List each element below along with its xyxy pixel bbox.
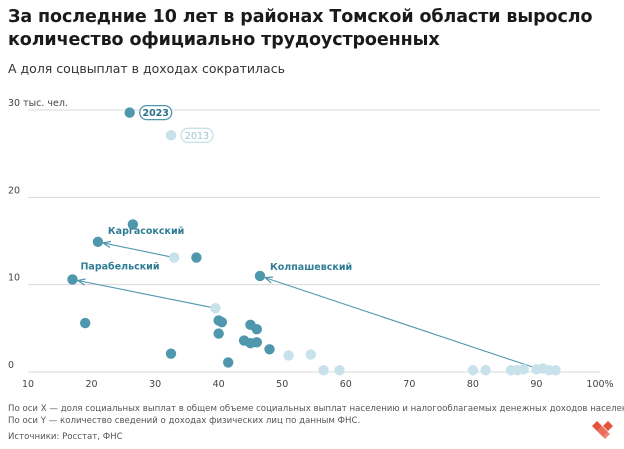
point-2013 — [518, 364, 529, 375]
x-tick-label: 50 — [276, 379, 288, 390]
point-labels: Каргасокский Парабельский Колпашевский — [80, 226, 352, 273]
change-arrow — [78, 281, 212, 308]
change-arrow — [104, 243, 171, 258]
axis-ticks: 0 10 20 30 тыс. чел. 10 20 30 40 50 60 70 80 90 100% — [8, 98, 614, 390]
x-tick-label: 10 — [22, 379, 34, 390]
point-2013 — [168, 252, 180, 263]
legend-item-2013: 2013 — [180, 127, 214, 143]
point-2023 — [67, 274, 78, 285]
point-2013 — [480, 365, 491, 376]
point-2023 — [165, 348, 177, 359]
y-axis-note: По оси Y — количество сведений о доходах… — [8, 416, 361, 426]
point-2013 — [305, 349, 317, 360]
y-tick-label: 20 — [8, 185, 20, 196]
point-2013 — [550, 365, 561, 376]
point-2023 — [92, 236, 104, 248]
district-label: Каргасокский — [108, 226, 184, 237]
change-arrow — [266, 278, 537, 369]
point-2023 — [127, 219, 139, 230]
x-axis-note: По оси X — доля социальных выплат в обще… — [8, 404, 624, 414]
y-tick-label: 30 тыс. чел. — [8, 98, 68, 109]
point-2023 — [223, 357, 234, 368]
sources-note: Источники: Росстат, ФНС — [8, 432, 123, 442]
district-label: Парабельский — [80, 261, 159, 272]
point-2023 — [213, 328, 224, 339]
point-2013 — [210, 303, 221, 314]
y-tick-label: 10 — [8, 273, 20, 284]
x-tick-label: 40 — [213, 379, 225, 390]
legend-label: 2013 — [185, 131, 209, 142]
legend-badge — [139, 104, 173, 121]
point-2013 — [283, 350, 294, 361]
change-arrows — [78, 243, 537, 369]
x-tick-label: 90 — [530, 379, 542, 390]
point-2013 — [318, 365, 329, 376]
point-2023 — [251, 324, 262, 335]
legend-label: 2023 — [142, 108, 168, 119]
legend-badge — [180, 127, 214, 143]
chart-subtitle: А доля соцвыплат в доходах сократилась — [8, 61, 285, 76]
point-2013 — [334, 365, 345, 376]
x-tick-label: 30 — [149, 379, 161, 390]
x-tick-label: 60 — [340, 379, 352, 390]
x-tick-label: 100% — [586, 379, 613, 390]
x-tick-label: 80 — [467, 379, 479, 390]
district-label: Колпашевский — [270, 262, 352, 273]
point-2013 — [467, 365, 479, 376]
point-2013 — [165, 130, 177, 141]
x-tick-label: 70 — [403, 379, 415, 390]
chart-title: За последние 10 лет в районах Томской об… — [8, 7, 593, 50]
grid-lines — [28, 109, 600, 373]
point-2023 — [264, 344, 275, 355]
point-2023 — [124, 107, 135, 118]
point-2023 — [80, 317, 91, 329]
point-2023 — [191, 252, 202, 263]
legend-item-2023: 2023 — [139, 104, 173, 121]
point-2023 — [216, 317, 228, 328]
point-2023 — [251, 337, 262, 348]
legend: 2023 2013 — [139, 104, 214, 143]
point-2023 — [254, 270, 266, 282]
x-tick-label: 20 — [86, 379, 98, 390]
data-points — [67, 107, 561, 376]
heart-logo-icon — [592, 421, 613, 439]
y-tick-label: 0 — [8, 360, 14, 371]
